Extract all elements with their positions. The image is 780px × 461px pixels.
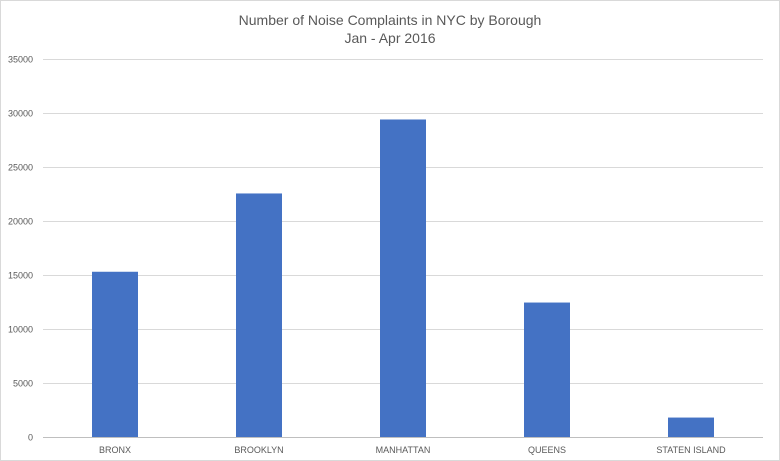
x-category-label: MANHATTAN — [376, 445, 431, 455]
x-category-label: BRONX — [99, 445, 131, 455]
y-tick-label: 20000 — [8, 217, 33, 227]
y-tick-label: 35000 — [8, 55, 33, 65]
chart-title-block: Number of Noise Complaints in NYC by Bor… — [1, 11, 779, 47]
bar-manhattan — [380, 119, 426, 437]
x-category-label: QUEENS — [528, 445, 566, 455]
y-tick-label: 0 — [28, 433, 33, 443]
y-tick-label: 10000 — [8, 325, 33, 335]
chart-title: Number of Noise Complaints in NYC by Bor… — [238, 12, 542, 28]
bar-staten-island — [668, 417, 714, 437]
bar-queens — [524, 302, 570, 437]
x-category-label: STATEN ISLAND — [656, 445, 726, 455]
y-tick-label: 15000 — [8, 271, 33, 281]
y-axis-tick-labels: 0 5000 10000 15000 20000 25000 30000 35000 — [8, 55, 33, 443]
chart-subtitle: Jan - Apr 2016 — [344, 30, 436, 46]
gridlines — [43, 59, 763, 384]
bar-brooklyn — [236, 193, 282, 437]
bars — [92, 119, 714, 437]
bar-bronx — [92, 271, 138, 437]
y-tick-label: 5000 — [13, 379, 33, 389]
x-axis-category-labels: BRONX BROOKLYN MANHATTAN QUEENS STATEN ISLAN… — [99, 445, 726, 455]
x-category-label: BROOKLYN — [234, 445, 283, 455]
y-tick-label: 25000 — [8, 163, 33, 173]
y-tick-label: 30000 — [8, 109, 33, 119]
